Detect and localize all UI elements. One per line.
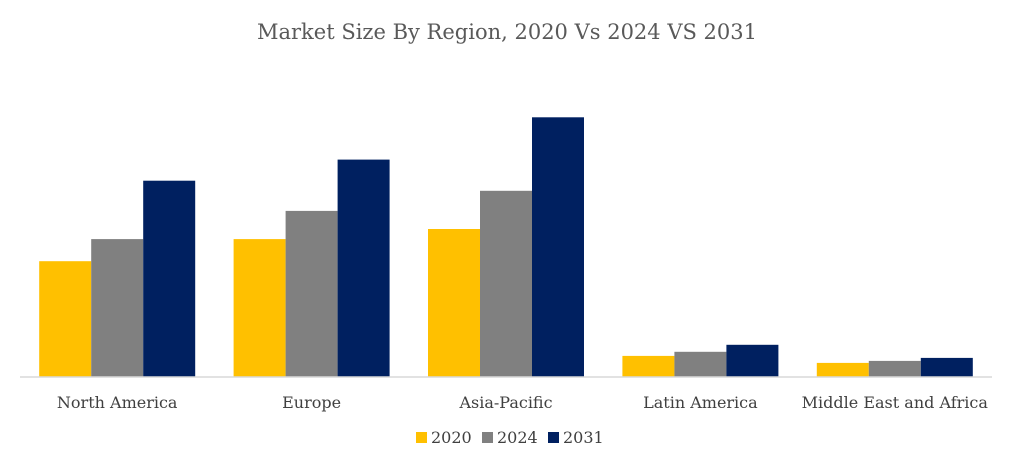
legend-swatch-2031 (548, 432, 559, 443)
category-label: Europe (282, 393, 341, 412)
category-label: Latin America (643, 393, 758, 412)
chart-title: Market Size By Region, 2020 Vs 2024 VS 2… (257, 20, 757, 44)
bar-middle-east-and-africa-2031 (920, 357, 973, 377)
legend-label-2020: 2020 (431, 428, 472, 447)
category-label: Middle East and Africa (802, 393, 989, 412)
bar-asia-pacific-2031 (532, 117, 584, 378)
bar-latin-america-2024 (674, 351, 727, 377)
bar-asia-pacific-2020 (428, 229, 480, 377)
category-labels: North America Europe Asia-Pacific Latin Ame… (57, 393, 988, 412)
bar-asia-pacific-2024 (480, 190, 532, 377)
bar-north-america-2031 (143, 180, 196, 377)
bar-europe-2024 (285, 210, 338, 377)
bar-north-america-2020 (39, 261, 92, 377)
bar-middle-east-and-africa-2020 (816, 362, 869, 377)
bar-europe-2020 (233, 239, 286, 377)
legend-swatch-2024 (482, 432, 493, 443)
legend: 2020 2024 2031 (416, 428, 604, 447)
bars-group (39, 117, 973, 378)
bar-latin-america-2031 (726, 344, 779, 377)
category-label: Asia-Pacific (458, 393, 552, 412)
bar-middle-east-and-africa-2024 (868, 360, 921, 377)
legend-label-2031: 2031 (563, 428, 604, 447)
bar-north-america-2024 (91, 239, 144, 377)
legend-label-2024: 2024 (497, 428, 538, 447)
bar-europe-2031 (337, 159, 390, 377)
category-label: North America (57, 393, 178, 412)
bar-latin-america-2020 (622, 355, 675, 377)
legend-swatch-2020 (416, 432, 427, 443)
